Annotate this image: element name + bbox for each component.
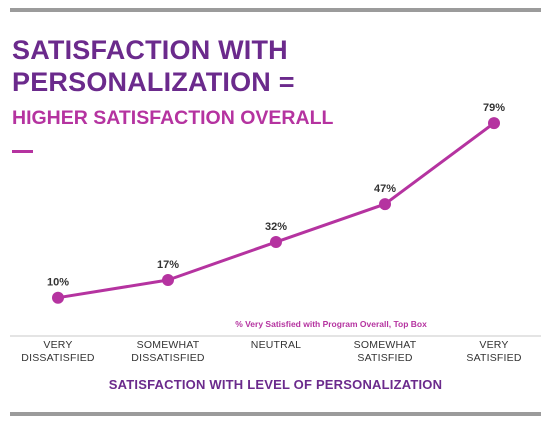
data-label: 32% bbox=[265, 221, 287, 233]
x-tick-label: SATISFIED bbox=[466, 352, 521, 364]
data-label: 10% bbox=[47, 277, 69, 289]
bottom-divider bbox=[10, 412, 541, 416]
data-label: 17% bbox=[157, 259, 179, 271]
x-tick-label: SATISFIED bbox=[357, 352, 412, 364]
title-line-1: SATISFACTION WITH bbox=[12, 35, 288, 65]
data-label: 79% bbox=[483, 102, 505, 114]
data-point bbox=[162, 273, 174, 286]
chart-annotation: % Very Satisfied with Program Overall, T… bbox=[235, 319, 427, 329]
x-tick-label: SOMEWHAT bbox=[354, 339, 417, 351]
x-tick-label: DISSATISFIED bbox=[21, 352, 95, 364]
x-tick-label: DISSATISFIED bbox=[131, 352, 205, 364]
page-title: SATISFACTION WITH PERSONALIZATION = bbox=[12, 34, 295, 98]
data-point bbox=[52, 291, 64, 304]
page-subtitle: HIGHER SATISFACTION OVERALL bbox=[12, 107, 334, 129]
data-point bbox=[270, 236, 282, 249]
data-point bbox=[379, 198, 391, 211]
data-point bbox=[488, 117, 500, 130]
x-axis-title: SATISFACTION WITH LEVEL OF PERSONALIZATI… bbox=[108, 377, 443, 392]
x-tick-label: VERY bbox=[43, 339, 72, 351]
x-tick-label: NEUTRAL bbox=[251, 339, 301, 351]
accent-dash bbox=[12, 150, 33, 153]
data-label: 47% bbox=[374, 183, 396, 195]
x-tick-label: SOMEWHAT bbox=[137, 339, 200, 351]
title-line-2: PERSONALIZATION = bbox=[12, 67, 295, 97]
series-line bbox=[56, 121, 496, 300]
x-tick-label: VERY bbox=[479, 339, 508, 351]
top-divider bbox=[10, 8, 541, 12]
